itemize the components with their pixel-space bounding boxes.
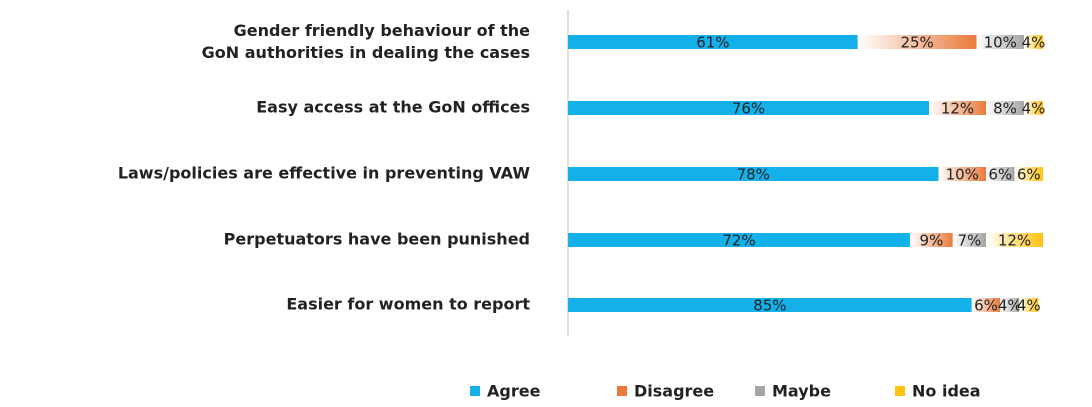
bar-segment: [910, 233, 953, 247]
bar-segment: [1024, 35, 1043, 49]
category-label: Gender friendly behaviour of the GoN aut…: [196, 21, 530, 62]
legend-swatch: [617, 386, 627, 396]
legend-swatch: [470, 386, 480, 396]
legend-label: No idea: [912, 382, 981, 401]
bar-segment: [976, 35, 1024, 49]
value-label: 6%: [974, 297, 998, 315]
value-label: 4%: [1017, 297, 1041, 315]
value-label: 85%: [753, 297, 786, 315]
value-label: 4%: [998, 297, 1022, 315]
category-label: Perpetuators have been punished: [224, 230, 530, 249]
bar-segment: [568, 101, 929, 115]
bar-segment: [929, 101, 986, 115]
value-label: 8%: [993, 100, 1017, 118]
bar-segment: [1014, 167, 1043, 181]
value-label: 9%: [919, 232, 943, 250]
bar-segment: [568, 167, 939, 181]
value-label: 6%: [988, 166, 1012, 184]
value-label: 25%: [900, 34, 933, 52]
bar-segment: [938, 167, 986, 181]
bar-segment: [568, 233, 910, 247]
legend-label: Agree: [487, 382, 541, 401]
bar-segment: [1000, 298, 1020, 312]
bar-segment: [1019, 298, 1039, 312]
legend-swatch: [755, 386, 765, 396]
bar-segment: [568, 298, 972, 312]
bar-segment: [952, 233, 986, 247]
value-label: 7%: [957, 232, 981, 250]
category-label: Easier for women to report: [286, 295, 530, 314]
bar-segment: [857, 35, 977, 49]
value-label: 6%: [1017, 166, 1041, 184]
value-label: 10%: [984, 34, 1017, 52]
value-label: 72%: [722, 232, 755, 250]
bar-segment: [1024, 101, 1043, 115]
value-label: 76%: [732, 100, 765, 118]
value-label: 10%: [946, 166, 979, 184]
bar-segment: [986, 101, 1024, 115]
category-label: Laws/policies are effective in preventin…: [118, 164, 531, 183]
bar-segment: [971, 298, 1001, 312]
bar-segment: [568, 35, 858, 49]
value-label: 61%: [696, 34, 729, 52]
legend-label: Maybe: [772, 382, 831, 401]
bar-segment: [986, 167, 1015, 181]
value-label: 4%: [1022, 34, 1046, 52]
bar-segment: [986, 233, 1043, 247]
legend-label: Disagree: [634, 382, 714, 401]
legend-swatch: [895, 386, 905, 396]
value-label: 12%: [998, 232, 1031, 250]
value-label: 4%: [1022, 100, 1046, 118]
value-label: 78%: [737, 166, 770, 184]
category-label: Easy access at the GoN offices: [256, 98, 530, 117]
value-label: 12%: [941, 100, 974, 118]
